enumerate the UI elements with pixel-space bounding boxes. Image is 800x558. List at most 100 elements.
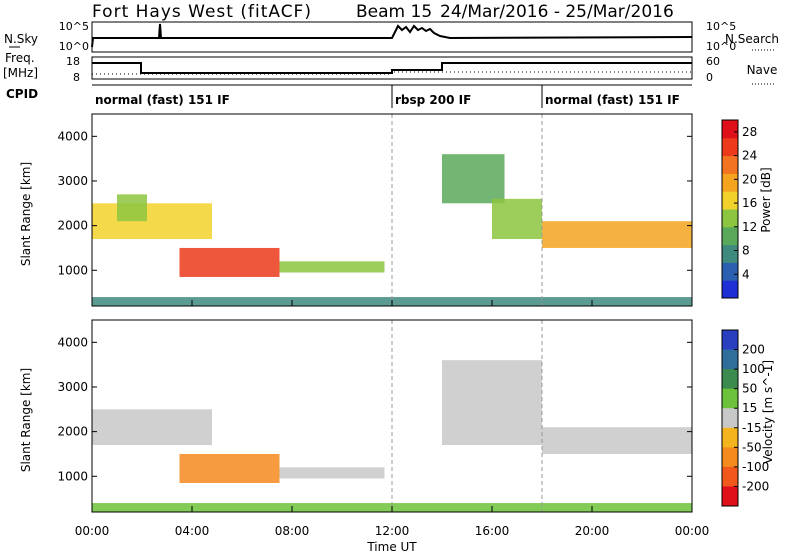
nsky-tick-bottom: 10^0	[59, 40, 89, 53]
y-tick-label: 1000	[57, 263, 88, 277]
colorbar-tick-label: 50	[742, 382, 757, 396]
colorbar-tick-label: -15	[742, 421, 762, 435]
x-tick-label: 00:00	[75, 524, 110, 538]
colorbar-swatch	[722, 209, 738, 228]
colorbar-tick-label: -200	[742, 479, 769, 493]
velocity-ylabel: Slant Range [km]	[19, 368, 33, 472]
data-region	[117, 194, 147, 222]
colorbar-tick-label: 100	[742, 362, 765, 376]
freq-series	[92, 62, 692, 74]
colorbar-swatch	[722, 137, 738, 157]
colorbar-tick-label: 28	[742, 125, 757, 139]
cpid-panel: CPID normal (fast) 151 IF rbsp 200 IF norm…	[6, 84, 692, 108]
freq-label: Freq.	[5, 51, 35, 65]
data-region	[279, 261, 385, 273]
nsearch-tick-top: 10^5	[706, 20, 736, 33]
freq-tick-bottom: 8	[73, 71, 80, 84]
nave-label: Nave	[747, 63, 778, 77]
x-tick-label: 04:00	[175, 524, 210, 538]
date-range: 24/Mar/2016 - 25/Mar/2016	[440, 2, 674, 22]
beam-label: Beam 15	[356, 2, 432, 22]
data-region	[492, 198, 542, 240]
velocity-cbar-label: Velocity [m s^-1]	[761, 360, 775, 464]
x-tick-label: 20:00	[575, 524, 610, 538]
colorbar-frame	[721, 119, 739, 299]
colorbar-swatch	[722, 427, 738, 448]
colorbar-swatch	[722, 330, 738, 351]
data-region	[92, 409, 212, 446]
y-tick-label: 3000	[57, 380, 88, 394]
colorbar-swatch	[722, 173, 738, 192]
colorbar-tick-label: 20	[742, 172, 757, 186]
data-region	[442, 360, 542, 446]
colorbar-swatch	[722, 349, 738, 370]
colorbar-swatch	[722, 447, 738, 468]
y-tick-label: 4000	[57, 335, 88, 349]
cpid-label: CPID	[6, 87, 38, 101]
velocity-panel: Slant Range [km] 1000 2000 3000 4000	[19, 319, 693, 513]
colorbar-tick-label: 12	[742, 220, 757, 234]
nave-tick-top: 60	[706, 55, 720, 68]
colorbar-tick-label: 8	[742, 244, 750, 258]
colorbar-swatch	[722, 388, 738, 409]
velocity-colorbar: 200 100 50 15 -15 -50 -100 -200	[721, 329, 769, 507]
nave-series	[92, 71, 692, 75]
y-tick-label: 2000	[57, 219, 88, 233]
station-title: Fort Hays West (fitACF)	[92, 2, 312, 22]
nsky-panel: N.Sky 10^5 10^0 10^5 10^0 N.Search	[4, 20, 779, 53]
colorbar-swatch	[722, 226, 738, 246]
power-colorbar: 4 8 12 16 20 24 28	[721, 119, 757, 299]
freq-unit: [MHz]	[3, 66, 38, 80]
colorbar-tick-label: 24	[742, 149, 757, 163]
colorbar-swatch	[722, 466, 738, 487]
colorbar-swatch	[722, 369, 738, 390]
data-region	[542, 427, 692, 454]
cpid-segment-label: rbsp 200 IF	[395, 93, 471, 107]
colorbar-tick-label: 16	[742, 196, 757, 210]
colorbar-tick-label: 4	[742, 267, 750, 281]
colorbar-frame	[721, 329, 739, 507]
power-ylabel: Slant Range [km]	[19, 162, 33, 266]
data-region	[442, 154, 505, 204]
y-tick-label: 4000	[57, 129, 88, 143]
cpid-segment-label: normal (fast) 151 IF	[95, 93, 230, 107]
nsky-label: N.Sky	[4, 32, 38, 46]
colorbar-tick-label: -50	[742, 440, 762, 454]
data-region	[179, 453, 280, 483]
nsearch-tick-bottom: 10^0	[706, 40, 736, 53]
nsky-tick-top: 10^5	[59, 20, 89, 33]
colorbar-tick-label: 200	[742, 343, 765, 357]
nave-tick-bottom: 0	[706, 71, 713, 84]
colorbar-swatch	[722, 191, 738, 210]
y-tick-label: 2000	[57, 425, 88, 439]
x-tick-label: 16:00	[475, 524, 510, 538]
freq-panel: Freq. [MHz] 18 8 60 0 Nave	[3, 51, 778, 85]
power-cbar-label: Power [dB]	[759, 167, 773, 232]
x-axis: 00:00 04:00 08:00 12:00 16:00 20:00 00:00	[75, 524, 710, 538]
colorbar-swatch	[722, 244, 738, 263]
data-region	[179, 247, 280, 277]
colorbar-swatch	[722, 120, 738, 139]
nsearch-label: N.Search	[725, 32, 779, 46]
y-tick-label: 1000	[57, 469, 88, 483]
data-region	[92, 203, 212, 240]
colorbar-swatch	[722, 280, 738, 299]
colorbar-swatch	[722, 262, 738, 281]
data-region	[279, 467, 385, 479]
colorbar-swatch	[722, 408, 738, 429]
colorbar-tick-label: -100	[742, 460, 769, 474]
y-tick-label: 3000	[57, 174, 88, 188]
colorbar-tick-label: 15	[742, 401, 757, 415]
nsky-series	[91, 23, 693, 48]
x-tick-label: 00:00	[675, 524, 710, 538]
data-region	[542, 221, 692, 248]
cpid-segment-label: normal (fast) 151 IF	[545, 93, 680, 107]
colorbar-swatch	[722, 155, 738, 174]
x-axis-label: Time UT	[366, 540, 417, 554]
power-panel: Slant Range [km] 1000 2000 3000 4000	[19, 113, 693, 307]
freq-tick-top: 18	[66, 55, 80, 68]
x-tick-label: 12:00	[375, 524, 410, 538]
x-tick-label: 08:00	[275, 524, 310, 538]
